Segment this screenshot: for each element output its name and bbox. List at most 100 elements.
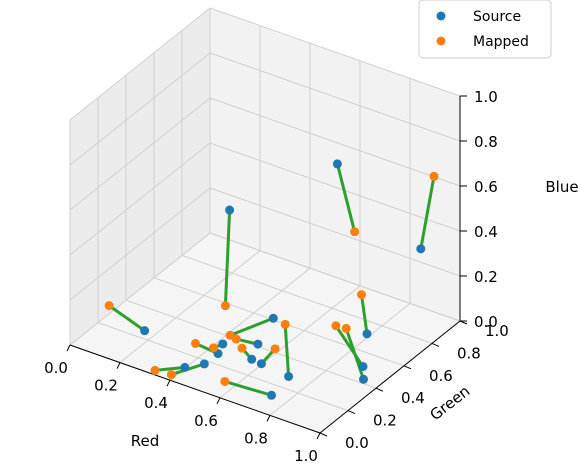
mapped-point: [341, 323, 351, 333]
x-tick-label: 0.4: [144, 394, 168, 412]
mapped-point: [237, 343, 247, 353]
y-tick-label: 0.4: [401, 389, 425, 407]
axes-panes: [68, 6, 462, 434]
source-point: [225, 205, 235, 215]
mapped-point: [270, 344, 280, 354]
x-tick-label: 0.6: [194, 412, 218, 430]
mapped-point: [357, 290, 366, 300]
grid-back-z: [209, 187, 461, 277]
source-point: [256, 359, 266, 369]
z-tick-label: 0.2: [474, 268, 498, 286]
mapped-point: [191, 338, 200, 348]
mapped-point: [220, 301, 230, 311]
x-tick-mark: [266, 415, 271, 422]
y-axis-line: [319, 320, 461, 434]
source-point: [247, 354, 257, 364]
grid-floor-y: [97, 322, 349, 412]
mapping-line: [344, 327, 365, 380]
x-tick-mark: [316, 432, 321, 440]
source-point: [416, 244, 426, 254]
grid-side-z: [69, 52, 211, 166]
source-point: [180, 362, 190, 372]
grid-floor-x: [219, 285, 361, 399]
source-point: [284, 371, 294, 381]
mapped-point: [231, 334, 241, 344]
source-point: [267, 390, 276, 400]
y-tick-label: 1.0: [485, 322, 509, 340]
mapping-line: [224, 380, 272, 397]
source-point: [218, 339, 228, 349]
grid-side-z: [69, 7, 211, 121]
mapping-line: [334, 324, 365, 368]
mapping-line: [108, 304, 146, 332]
grid-back-z: [209, 97, 461, 187]
y-tick-mark: [403, 365, 412, 370]
legend-box: [418, 0, 552, 59]
y-tick-label: 0.6: [429, 367, 453, 385]
mapped-point: [280, 319, 290, 329]
mapping-line: [154, 365, 185, 372]
x-tick-label: 0.8: [244, 429, 268, 447]
z-tick-label: 0.6: [474, 178, 498, 196]
x-tick-mark: [116, 362, 121, 369]
source-point: [332, 159, 342, 169]
legend: Source Mapped: [418, 0, 552, 59]
grid-floor-x: [119, 250, 261, 363]
data-points: [104, 159, 439, 400]
grid-floor-x: [169, 267, 311, 381]
source-point: [359, 374, 368, 384]
mapped-point: [209, 343, 219, 353]
y-tick-mark: [375, 387, 384, 392]
x-tick-mark: [216, 397, 221, 405]
grid-side-z: [69, 187, 211, 301]
grid-side-z: [69, 232, 211, 346]
z-axis-label: Blue: [545, 178, 578, 196]
mapping-line: [223, 209, 232, 306]
y-tick-label: 0.8: [457, 344, 481, 362]
x-tick-mark: [166, 379, 171, 387]
grid-side-z: [69, 97, 211, 211]
mapped-point: [220, 376, 230, 386]
y-tick-label: 0.0: [345, 434, 369, 452]
y-tick-label: 0.2: [373, 412, 397, 430]
source-point: [362, 329, 372, 339]
axis-lines: [66, 95, 468, 440]
grid-back-z: [209, 7, 461, 97]
grid-back-z: [209, 142, 461, 232]
mapping-line: [419, 176, 436, 250]
grid-back-z: [209, 52, 461, 142]
grid-floor-y: [181, 254, 433, 344]
source-point: [358, 362, 368, 372]
y-tick-mark: [347, 410, 356, 415]
mapping-line: [360, 294, 369, 335]
mapping-line: [335, 163, 357, 233]
grid-floor-y: [209, 232, 461, 322]
mapping-line: [229, 316, 274, 337]
x-tick-label: 0.2: [94, 377, 118, 395]
mapped-point: [104, 301, 114, 311]
z-tick-label: 1.0: [474, 88, 498, 106]
source-point: [199, 359, 209, 369]
grid-floor-x: [269, 303, 411, 416]
x-tick-mark: [66, 344, 71, 352]
x-axis-label: Red: [131, 432, 160, 450]
legend-mapped-label: Mapped: [473, 34, 529, 50]
legend-mapped-marker: [436, 36, 446, 46]
mapped-point: [166, 370, 176, 380]
mapping-line: [283, 324, 291, 377]
source-point: [253, 339, 263, 349]
grid-side-z: [69, 142, 211, 256]
z-tick-label: 0.4: [474, 223, 498, 241]
x-tick-label: 1.0: [294, 447, 318, 465]
mapped-point: [429, 171, 439, 181]
source-point: [268, 313, 278, 323]
grid-floor-y: [153, 277, 405, 367]
legend-source-marker: [436, 11, 446, 21]
x-axis-line: [69, 344, 321, 434]
mapping-lines: [108, 163, 436, 397]
grid-floor-y: [125, 299, 377, 389]
tick-labels: 0.00.20.40.60.81.00.00.20.40.60.81.00.00…: [44, 88, 509, 465]
mapped-point: [331, 321, 341, 331]
legend-source-label: Source: [473, 9, 521, 25]
